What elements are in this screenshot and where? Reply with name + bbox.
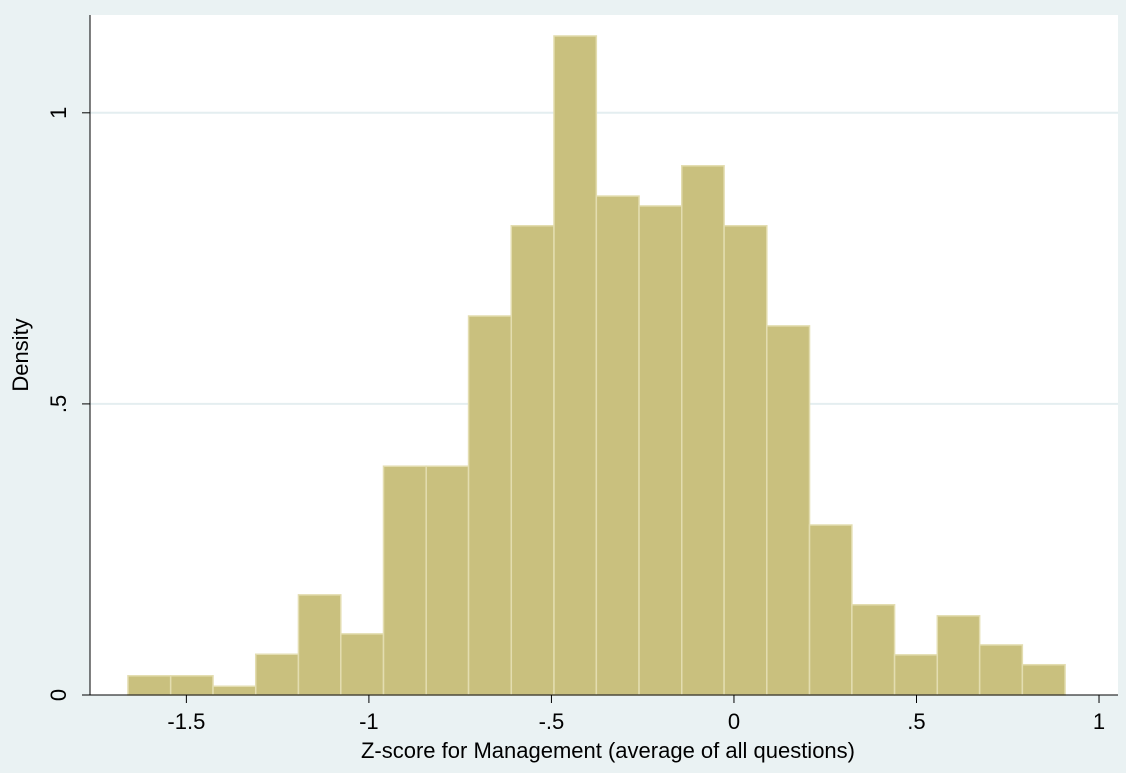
- bar: [467, 315, 513, 696]
- x-axis-label: Z-score for Management (average of all q…: [361, 738, 855, 763]
- bar: [978, 644, 1024, 696]
- bar: [127, 675, 172, 696]
- y-axis-label: Density: [8, 318, 33, 391]
- y-tick-label: 1: [46, 107, 71, 119]
- y-tick-label: 0: [46, 689, 71, 701]
- bar: [936, 615, 981, 696]
- bar: [681, 165, 725, 696]
- bar: [1021, 663, 1066, 696]
- bar: [808, 524, 853, 696]
- x-tick-label: -.5: [539, 709, 565, 734]
- x-tick-label: 0: [728, 709, 740, 734]
- x-tick-label: -1.5: [167, 709, 205, 734]
- bar: [510, 225, 555, 696]
- bar: [212, 685, 257, 696]
- bar: [851, 604, 896, 696]
- y-tick-label: .5: [46, 395, 71, 413]
- bar: [723, 225, 768, 696]
- bar: [254, 653, 300, 696]
- bar: [553, 35, 598, 696]
- bar: [340, 633, 385, 696]
- bar: [169, 675, 214, 696]
- bar: [595, 195, 640, 696]
- bar: [382, 465, 427, 696]
- bar: [297, 594, 342, 696]
- x-tick-label: 1: [1093, 709, 1105, 734]
- bar: [893, 654, 939, 696]
- bar: [638, 205, 683, 696]
- bar: [766, 325, 811, 696]
- x-tick-label: -1: [359, 709, 379, 734]
- x-tick-label: .5: [907, 709, 925, 734]
- bar: [425, 465, 470, 696]
